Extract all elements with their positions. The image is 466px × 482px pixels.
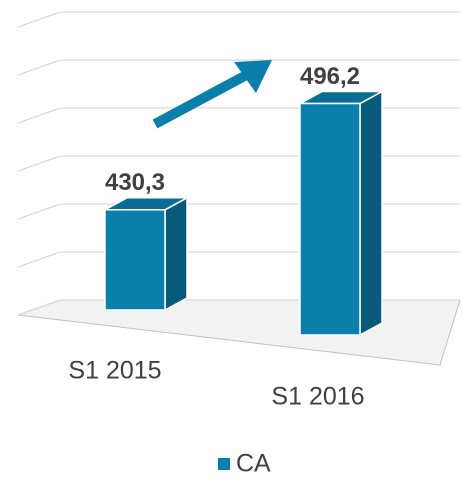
legend-label: CA <box>236 450 271 478</box>
bar <box>299 102 361 336</box>
grid <box>17 11 460 316</box>
bars <box>104 90 383 337</box>
floor <box>17 299 461 366</box>
grid-line <box>17 11 460 28</box>
x-tick-label: S1 2016 <box>271 383 364 411</box>
value-label: 496,2 <box>300 63 360 90</box>
value-label: 430,3 <box>105 169 165 196</box>
bar-side <box>164 196 188 312</box>
x-tick-label: S1 2015 <box>68 357 161 385</box>
legend-swatch <box>218 458 230 470</box>
trend-arrow-head <box>234 60 272 93</box>
grid-line <box>17 251 460 268</box>
bar-side <box>359 90 383 337</box>
grid-line <box>17 59 460 76</box>
grid-line <box>17 155 460 172</box>
grid-line <box>17 107 460 124</box>
bar <box>104 209 166 311</box>
grid-line <box>17 203 460 220</box>
trend-arrow-shaft <box>152 67 255 129</box>
